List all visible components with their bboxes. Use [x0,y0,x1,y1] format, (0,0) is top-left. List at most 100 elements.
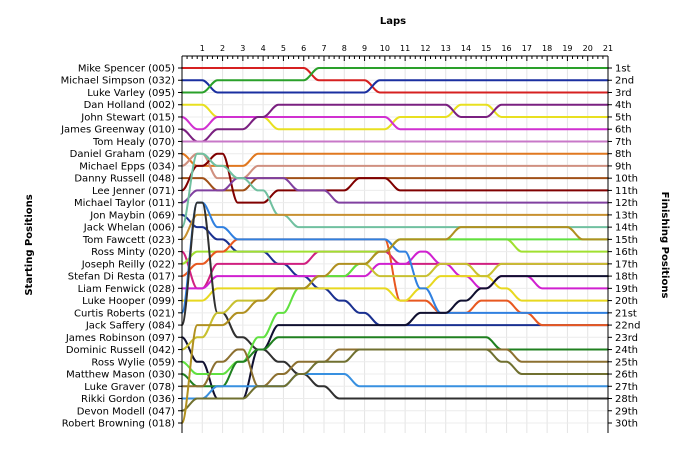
start-driver-label: Ross Minty (020) [91,247,175,258]
lap-tick-label: 2 [220,44,225,53]
lap-tick-label: 16 [501,44,511,53]
finish-position-label: 30th [615,419,638,430]
driver-position-line [181,79,609,94]
start-driver-label: Matthew Mason (030) [66,370,175,381]
finish-position-label: 16th [615,247,638,258]
lap-tick-label: 20 [583,44,593,53]
start-driver-label: Michael Epps (034) [79,161,175,172]
driver-position-line [181,226,609,424]
lap-tick-label: 5 [281,44,286,53]
driver-position-line [181,67,609,94]
driver-position-line [181,213,609,241]
start-driver-label: Tom Fawcett (023) [82,235,175,246]
finish-position-label: 17th [615,259,638,270]
driver-position-line [181,152,609,204]
driver-position-line [181,67,609,94]
start-driver-label: Devon Modell (047) [77,406,175,417]
finish-position-label: 15th [615,235,638,246]
finish-position-label: 28th [615,394,638,405]
finish-position-label: 22nd [615,321,640,332]
start-driver-label: Daniel Graham (029) [70,149,175,160]
finish-position-label: 26th [615,370,638,381]
lap-tick-label: 6 [301,44,306,53]
start-driver-label: Joseph Reilly (022) [81,259,175,270]
lap-tick-label: 3 [240,44,245,53]
finish-position-label: 18th [615,272,638,283]
finish-position-label: 21st [615,308,637,319]
start-driver-label: Ross Wylie (059) [91,357,175,368]
driver-position-line [181,177,609,204]
start-driver-label: Rikki Gordon (036) [81,394,175,405]
start-driver-label: Luke Hooper (099) [82,296,175,307]
lap-tick-label: 13 [441,44,451,53]
finish-position-label: 1st [615,64,631,75]
start-driver-label: Stefan Di Resta (017) [68,272,175,283]
start-driver-label: Jon Maybin (069) [89,210,175,221]
lap-tick-label: 1 [200,44,205,53]
lap-tick-label: 14 [461,44,471,53]
finish-position-label: 10th [615,174,638,185]
lap-tick-label: 21 [603,44,613,53]
start-driver-label: Robert Browning (018) [62,419,175,430]
lap-tick-label: 7 [321,44,326,53]
driver-position-line [181,103,609,143]
lap-tick-label: 15 [481,44,491,53]
start-driver-label: Liam Fenwick (028) [78,284,176,295]
lap-tick-label: 19 [562,44,572,53]
start-driver-label: James Robinson (097) [65,333,175,344]
start-driver-label: Luke Graver (078) [84,382,175,393]
start-driver-label: Tom Healy (070) [92,137,175,148]
start-driver-label: James Greenway (010) [60,125,175,136]
finish-position-label: 19th [615,284,638,295]
finish-position-label: 4th [615,100,632,111]
start-driver-label: Michael Taylor (011) [74,198,175,209]
start-driver-label: Jack Saffery (084) [85,321,175,332]
right-axis-title: Finishing Positions [659,192,670,299]
driver-position-line [181,201,609,400]
driver-position-line [181,115,609,131]
lap-tick-label: 17 [522,44,532,53]
finish-position-label: 24th [615,345,638,356]
finish-position-label: 3rd [615,88,632,99]
chart-axes [178,55,612,433]
finish-position-label: 25th [615,357,638,368]
lap-tick-label: 9 [362,44,367,53]
finish-position-label: 2nd [615,76,634,87]
driver-position-line [181,348,609,388]
left-axis-title: Starting Positions [24,194,35,295]
start-driver-label: Mike Spencer (005) [78,64,175,75]
finish-position-label: 9th [615,161,632,172]
finish-position-label: 7th [615,137,632,148]
driver-position-line [181,177,609,192]
lap-tick-label: 8 [342,44,347,53]
finish-position-label: 6th [615,125,632,136]
start-driver-label: Lee Jenner (071) [92,186,175,197]
driver-position-line [181,348,609,412]
x-axis-title: Laps [380,16,406,27]
start-driver-label: Danny Russell (048) [74,174,175,185]
start-driver-label: Michael Simpson (032) [61,76,176,87]
finish-position-label: 14th [615,223,638,234]
lap-tick-label: 11 [400,44,410,53]
start-driver-label: Dominic Russell (042) [66,345,175,356]
lap-tick-label: 18 [542,44,552,53]
finish-position-label: 23rd [615,333,638,344]
finish-position-label: 29th [615,406,638,417]
finish-position-label: 27th [615,382,638,393]
chart-series [181,67,609,424]
lap-tick-label: 4 [261,44,266,53]
finish-position-label: 20th [615,296,638,307]
finish-position-label: 5th [615,112,632,123]
lap-tick-label: 10 [380,44,390,53]
finish-position-label: 11th [615,186,638,197]
finish-position-label: 12th [615,198,638,209]
start-driver-label: Curtis Roberts (021) [74,308,175,319]
finish-position-label: 13th [615,210,638,221]
start-driver-label: Jack Whelan (006) [83,223,175,234]
driver-position-line [181,152,609,229]
lap-tick-label: 12 [420,44,430,53]
start-driver-label: Luke Varley (095) [87,88,175,99]
start-driver-label: Dan Holland (002) [84,100,176,111]
